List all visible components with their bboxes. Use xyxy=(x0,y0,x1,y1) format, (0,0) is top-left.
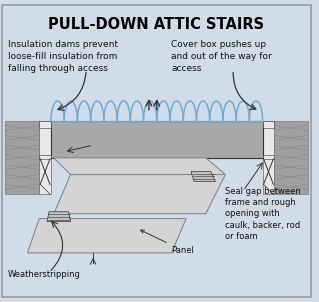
Text: PULL-DOWN ATTIC STAIRS: PULL-DOWN ATTIC STAIRS xyxy=(48,17,264,32)
Bar xyxy=(263,155,274,159)
Polygon shape xyxy=(47,212,70,222)
Bar xyxy=(39,120,51,194)
Polygon shape xyxy=(54,158,225,175)
Bar xyxy=(273,120,308,194)
Bar xyxy=(39,120,51,128)
Bar xyxy=(51,120,263,158)
Bar xyxy=(263,120,274,128)
Text: Panel: Panel xyxy=(141,230,194,255)
Polygon shape xyxy=(191,172,216,182)
Text: Cover box pushes up
and out of the way for
access: Cover box pushes up and out of the way f… xyxy=(172,40,272,73)
Polygon shape xyxy=(27,219,186,253)
Text: Insulation dams prevent
loose-fill insulation from
falling through access: Insulation dams prevent loose-fill insul… xyxy=(8,40,118,73)
Bar xyxy=(5,120,39,194)
Bar xyxy=(263,120,274,194)
Text: Seal gap between
frame and rough
opening with
caulk, backer, rod
or foam: Seal gap between frame and rough opening… xyxy=(225,187,301,241)
Bar xyxy=(39,155,51,159)
Polygon shape xyxy=(54,175,225,214)
Text: Weatherstripping: Weatherstripping xyxy=(98,138,171,147)
Text: Weatherstripping: Weatherstripping xyxy=(8,270,81,278)
